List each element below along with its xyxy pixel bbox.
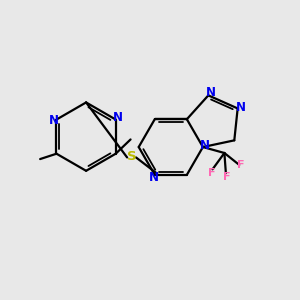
Text: N: N — [49, 114, 59, 127]
Text: N: N — [236, 101, 246, 114]
Text: F: F — [223, 172, 230, 182]
Text: N: N — [113, 111, 123, 124]
Text: F: F — [237, 160, 245, 170]
Text: N: N — [149, 171, 159, 184]
Text: F: F — [208, 168, 215, 178]
Text: N: N — [200, 139, 210, 152]
Text: N: N — [206, 86, 216, 100]
Text: S: S — [127, 150, 136, 163]
